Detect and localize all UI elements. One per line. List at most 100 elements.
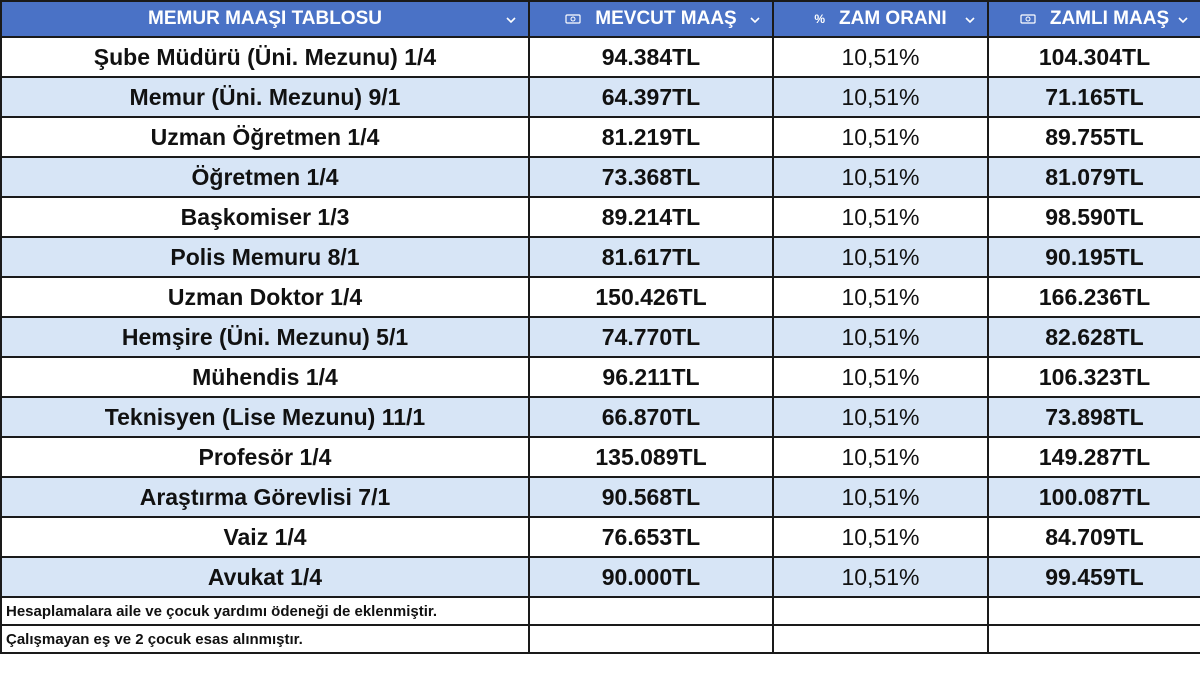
column-header: MEMUR MAAŞI TABLOSU: [0, 0, 530, 38]
header-title: MEVCUT MAAŞ: [595, 8, 737, 29]
filter-dropdown[interactable]: [1176, 11, 1190, 25]
salary: 89.755TL: [987, 116, 1200, 158]
raise-rate: 10,51%: [772, 356, 989, 398]
empty-cell: [987, 624, 1200, 654]
position: Öğretmen 1/4: [0, 156, 530, 198]
raise-rate: 10,51%: [772, 236, 989, 278]
header-cell: MEVCUT MAAŞ: [531, 3, 771, 35]
position: Şube Müdürü (Üni. Mezunu) 1/4: [0, 36, 530, 78]
salary: 81.219TL: [528, 116, 774, 158]
header-cell: % ZAM ORANI: [775, 3, 986, 35]
header-icon: [565, 14, 581, 24]
salary: 89.214TL: [528, 196, 774, 238]
salary: 90.568TL: [528, 476, 774, 518]
column-header: % ZAM ORANI: [772, 0, 989, 38]
salary: 64.397TL: [528, 76, 774, 118]
raise-rate: 10,51%: [772, 476, 989, 518]
raise-rate: 10,51%: [772, 396, 989, 438]
salary: 81.079TL: [987, 156, 1200, 198]
raise-rate: 10,51%: [772, 516, 989, 558]
position: Polis Memuru 8/1: [0, 236, 530, 278]
salary-table: MEMUR MAAŞI TABLOSU MEVCUT MAAŞ% ZAM ORANI…: [0, 0, 1200, 654]
salary: 98.590TL: [987, 196, 1200, 238]
salary: 135.089TL: [528, 436, 774, 478]
salary: 99.459TL: [987, 556, 1200, 598]
position: Teknisyen (Lise Mezunu) 11/1: [0, 396, 530, 438]
table-row: Uzman Doktor 1/4 150.426TL 10,51% 166.236TL: [0, 276, 1200, 318]
salary: 149.287TL: [987, 436, 1200, 478]
table-row: Memur (Üni. Mezunu) 9/1 64.397TL 10,51% 71.…: [0, 76, 1200, 118]
table-row: Başkomiser 1/3 89.214TL 10,51% 98.590TL: [0, 196, 1200, 238]
raise-rate: 10,51%: [772, 276, 989, 318]
table-row: Avukat 1/4 90.000TL 10,51% 99.459TL: [0, 556, 1200, 598]
table-row: Uzman Öğretmen 1/4 81.219TL 10,51% 89.755TL: [0, 116, 1200, 158]
table-row: Teknisyen (Lise Mezunu) 11/1 66.870TL 10,5…: [0, 396, 1200, 438]
salary: 71.165TL: [987, 76, 1200, 118]
salary: 82.628TL: [987, 316, 1200, 358]
filter-dropdown[interactable]: [963, 11, 977, 25]
header-row: MEMUR MAAŞI TABLOSU MEVCUT MAAŞ% ZAM ORANI…: [0, 0, 1200, 38]
raise-rate: 10,51%: [772, 196, 989, 238]
salary: 166.236TL: [987, 276, 1200, 318]
raise-rate: 10,51%: [772, 76, 989, 118]
salary: 90.000TL: [528, 556, 774, 598]
table-row: Profesör 1/4 135.089TL 10,51% 149.287TL: [0, 436, 1200, 478]
table-body: Şube Müdürü (Üni. Mezunu) 1/4 94.384TL 10,…: [0, 36, 1200, 598]
position: Avukat 1/4: [0, 556, 530, 598]
position: Hemşire (Üni. Mezunu) 5/1: [0, 316, 530, 358]
raise-rate: 10,51%: [772, 316, 989, 358]
salary: 74.770TL: [528, 316, 774, 358]
table-header: MEMUR MAAŞI TABLOSU MEVCUT MAAŞ% ZAM ORANI…: [0, 0, 1200, 38]
raise-rate: 10,51%: [772, 36, 989, 78]
salary: 73.898TL: [987, 396, 1200, 438]
footnote-row: Çalışmayan eş ve 2 çocuk esas alınmıştır…: [0, 624, 1200, 654]
raise-rate: 10,51%: [772, 156, 989, 198]
salary: 73.368TL: [528, 156, 774, 198]
header-icon: %: [814, 12, 825, 26]
salary: 90.195TL: [987, 236, 1200, 278]
position: Uzman Doktor 1/4: [0, 276, 530, 318]
salary: 94.384TL: [528, 36, 774, 78]
raise-rate: 10,51%: [772, 436, 989, 478]
position: Memur (Üni. Mezunu) 9/1: [0, 76, 530, 118]
salary: 96.211TL: [528, 356, 774, 398]
salary: 104.304TL: [987, 36, 1200, 78]
header-title: ZAM ORANI: [839, 8, 947, 29]
position: Uzman Öğretmen 1/4: [0, 116, 530, 158]
filter-dropdown[interactable]: [748, 11, 762, 25]
table-row: Hemşire (Üni. Mezunu) 5/1 74.770TL 10,51% 8…: [0, 316, 1200, 358]
position: Başkomiser 1/3: [0, 196, 530, 238]
header-icon: [1020, 14, 1036, 24]
footnote: Çalışmayan eş ve 2 çocuk esas alınmıştır…: [0, 624, 530, 654]
column-header: ZAMLI MAAŞ: [987, 0, 1200, 38]
position: Vaiz 1/4: [0, 516, 530, 558]
footnote-row: Hesaplamalara aile ve çocuk yardımı öden…: [0, 596, 1200, 626]
empty-cell: [528, 624, 774, 654]
salary: 150.426TL: [528, 276, 774, 318]
table-row: Şube Müdürü (Üni. Mezunu) 1/4 94.384TL 10,…: [0, 36, 1200, 78]
table-row: Öğretmen 1/4 73.368TL 10,51% 81.079TL: [0, 156, 1200, 198]
empty-cell: [772, 596, 989, 626]
table-row: Polis Memuru 8/1 81.617TL 10,51% 90.195TL: [0, 236, 1200, 278]
raise-rate: 10,51%: [772, 556, 989, 598]
filter-dropdown[interactable]: [504, 11, 518, 25]
table-footnotes: Hesaplamalara aile ve çocuk yardımı öden…: [0, 596, 1200, 654]
position: Profesör 1/4: [0, 436, 530, 478]
position: Mühendis 1/4: [0, 356, 530, 398]
empty-cell: [987, 596, 1200, 626]
column-header: MEVCUT MAAŞ: [528, 0, 774, 38]
salary: 66.870TL: [528, 396, 774, 438]
table-row: Mühendis 1/4 96.211TL 10,51% 106.323TL: [0, 356, 1200, 398]
salary: 84.709TL: [987, 516, 1200, 558]
table-row: Araştırma Görevlisi 7/1 90.568TL 10,51% 100…: [0, 476, 1200, 518]
footnote: Hesaplamalara aile ve çocuk yardımı öden…: [0, 596, 530, 626]
salary: 106.323TL: [987, 356, 1200, 398]
empty-cell: [528, 596, 774, 626]
header-title: MEMUR MAAŞI TABLOSU: [148, 8, 382, 29]
table-row: Vaiz 1/4 76.653TL 10,51% 84.709TL: [0, 516, 1200, 558]
salary: 76.653TL: [528, 516, 774, 558]
position: Araştırma Görevlisi 7/1: [0, 476, 530, 518]
empty-cell: [772, 624, 989, 654]
header-cell: MEMUR MAAŞI TABLOSU: [3, 3, 527, 35]
